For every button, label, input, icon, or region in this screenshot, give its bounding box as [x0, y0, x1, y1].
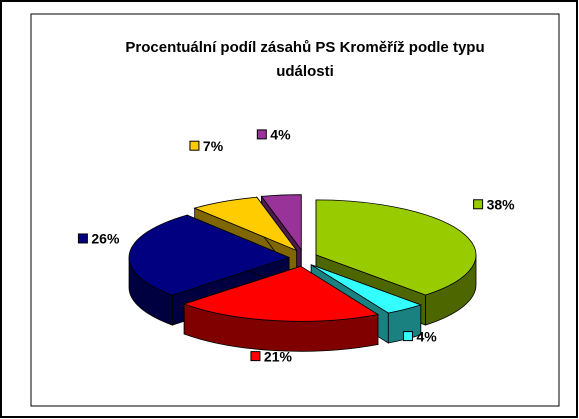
label-swatch [473, 199, 484, 210]
label-swatch [256, 129, 267, 140]
data-label: 26% [91, 231, 120, 247]
slice [311, 264, 422, 314]
slice [182, 265, 379, 322]
slice [260, 194, 302, 251]
label-swatch [250, 351, 261, 362]
data-label: 4% [416, 328, 437, 344]
data-label: 21% [264, 348, 293, 364]
label-swatch [77, 233, 88, 244]
label-swatch [189, 140, 200, 151]
data-label: 4% [270, 127, 291, 143]
slice [315, 199, 477, 296]
chart-title: Procentuální podíl zásahů PS Kroměříž po… [125, 39, 485, 80]
data-label: 7% [203, 138, 224, 154]
slice [128, 214, 291, 296]
data-label: 38% [487, 196, 516, 212]
slice [193, 196, 298, 252]
label-swatch [402, 331, 413, 342]
